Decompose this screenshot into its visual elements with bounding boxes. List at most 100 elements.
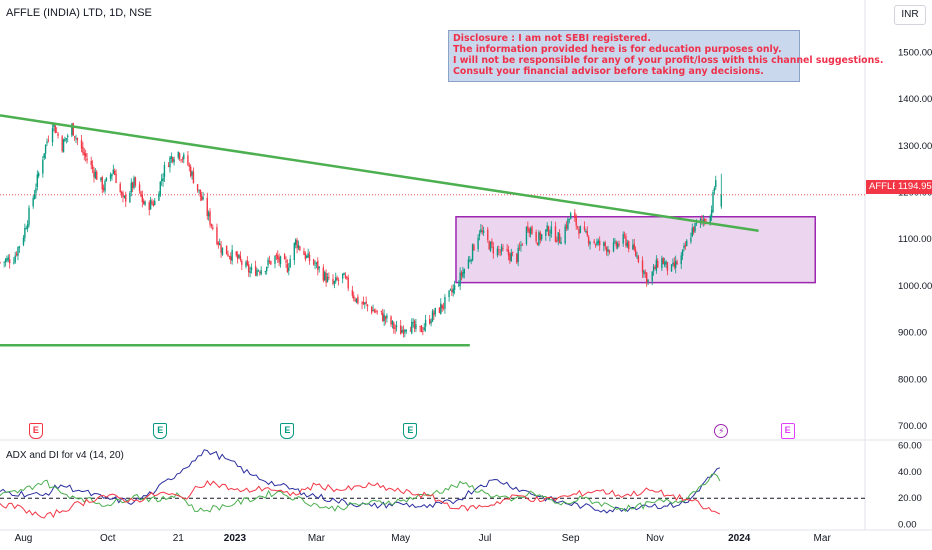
candle-body: [623, 234, 626, 236]
candle-body: [583, 226, 586, 230]
candle-body: [654, 266, 656, 270]
candle-body: [371, 306, 373, 313]
candle-body: [441, 304, 443, 309]
candle-body: [662, 258, 664, 265]
candle-body: [196, 184, 199, 191]
earnings-marker[interactable]: E: [153, 423, 168, 439]
candle-body: [409, 330, 412, 332]
candle-body: [701, 218, 703, 220]
candle-body: [433, 312, 435, 316]
candle-body: [138, 184, 141, 191]
price-tick-label: 1300.00: [898, 141, 932, 152]
candle-body: [133, 177, 135, 188]
candle-body: [645, 272, 648, 284]
candle-body: [467, 259, 470, 269]
candle-body: [177, 151, 179, 158]
candle-body: [102, 187, 105, 191]
candle-body: [148, 202, 150, 210]
candle-body: [605, 247, 608, 252]
candle-body: [556, 240, 558, 243]
candle-body: [76, 138, 79, 141]
candle-body: [419, 326, 421, 327]
candle-body: [521, 244, 524, 246]
candle-body: [625, 236, 627, 246]
candle-body: [702, 219, 705, 222]
candle-body: [353, 295, 355, 299]
candle-body: [469, 260, 471, 262]
candle-body: [500, 246, 503, 252]
candle-body: [351, 290, 354, 296]
candle-body: [637, 256, 640, 262]
candle-body: [144, 201, 146, 205]
candle-body: [471, 244, 474, 261]
candle-body: [134, 177, 137, 186]
candle-body: [394, 327, 396, 329]
candle-body: [256, 269, 258, 276]
candle-body: [402, 329, 405, 334]
candle-body: [492, 246, 494, 254]
candle-body: [460, 272, 463, 276]
candle-body: [250, 267, 253, 271]
candle-body: [289, 258, 291, 268]
earnings-marker[interactable]: E: [28, 423, 43, 439]
candle-body: [279, 256, 282, 265]
symbol-title[interactable]: AFFLE (INDIA) LTD, 1D, NSE: [6, 7, 152, 19]
candle-body: [628, 241, 630, 250]
candle-body: [8, 259, 11, 264]
candle-body: [480, 229, 482, 233]
candle-body: [245, 262, 247, 267]
candle-body: [520, 244, 522, 247]
candle-body: [314, 264, 316, 266]
candle-body: [536, 242, 539, 246]
candle-body: [362, 301, 365, 305]
candle-body: [720, 194, 722, 207]
adx-tick-label: 40.00: [898, 467, 922, 478]
earnings-marker[interactable]: E: [280, 423, 295, 439]
price-tick-label: 1000.00: [898, 281, 932, 292]
dividend-marker[interactable]: ⚡: [714, 424, 729, 438]
currency-button[interactable]: INR: [894, 5, 926, 25]
candle-body: [510, 252, 512, 262]
candle-body: [152, 203, 155, 206]
candle-body: [257, 270, 260, 272]
candle-body: [452, 288, 454, 293]
candle-body: [357, 296, 359, 304]
candle-body: [312, 259, 315, 265]
candle-body: [372, 310, 374, 312]
candle-body: [375, 311, 377, 313]
candle-body: [424, 320, 427, 327]
candle-body: [325, 272, 327, 283]
candle-body: [28, 207, 30, 225]
candle-body: [354, 299, 356, 301]
earnings-marker[interactable]: E: [403, 423, 418, 439]
candle-body: [565, 224, 568, 229]
candle-body: [160, 179, 163, 182]
candle-body: [259, 272, 261, 273]
candle-body: [53, 123, 55, 127]
indicator-title[interactable]: ADX and DI for v4 (14, 20): [6, 450, 124, 461]
candle-body: [632, 244, 634, 250]
candle-body: [268, 260, 271, 262]
candle-body: [187, 155, 189, 165]
candle-body: [239, 255, 242, 260]
candle-body: [473, 245, 475, 251]
candle-body: [657, 260, 659, 268]
candle-body: [278, 257, 280, 263]
candle-body: [634, 249, 637, 256]
candle-body: [545, 229, 547, 236]
time-tick-label: May: [391, 533, 410, 544]
candle-body: [380, 310, 383, 312]
candle-body: [37, 173, 40, 177]
candle-body: [173, 159, 175, 163]
candle-body: [119, 183, 121, 193]
candle-body: [690, 237, 692, 242]
candle-body: [366, 304, 369, 307]
candle-body: [564, 226, 566, 244]
candle-body: [54, 125, 56, 134]
candle-body: [36, 174, 39, 187]
time-tick-label: Mar: [308, 533, 326, 544]
candle-body: [51, 128, 54, 143]
earnings-marker[interactable]: E: [780, 423, 795, 439]
